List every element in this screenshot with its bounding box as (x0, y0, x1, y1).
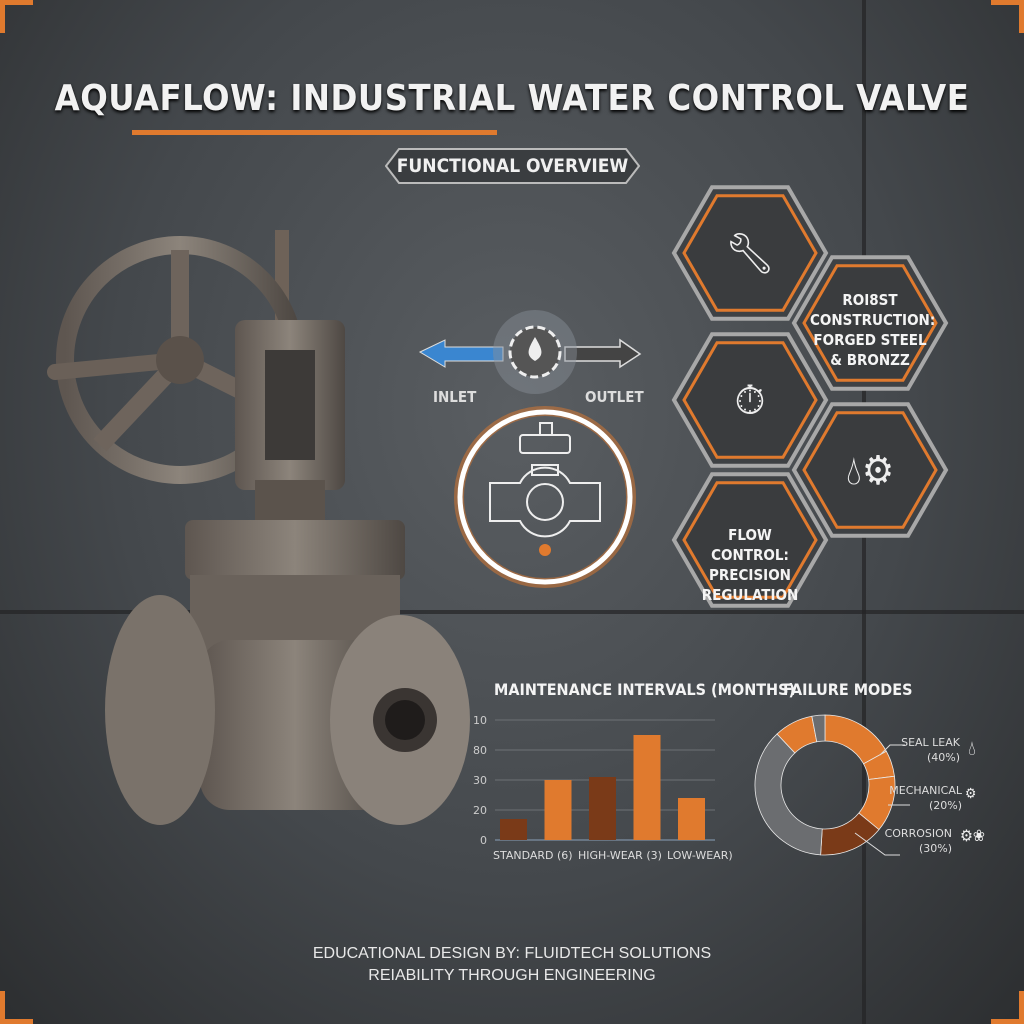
corner-bracket (0, 991, 33, 1024)
bar (500, 819, 527, 840)
valve-outline-icon (454, 406, 636, 588)
bar (633, 735, 661, 840)
y-tick-label: 30 (473, 774, 487, 787)
y-tick-label: 10 (473, 714, 487, 727)
donut-chart-title: FAILURE MODES (783, 680, 913, 699)
valve-illustration (47, 230, 470, 825)
inlet-label: INLET (433, 388, 477, 406)
bar (589, 777, 616, 840)
hexagon-1: 🔧︎ (671, 185, 829, 321)
inlet-arrow-icon (418, 339, 504, 368)
hex-text-construction: ROI8ST CONSTRUCTION: FORGED STEEL & BRON… (810, 291, 936, 369)
seal-leak-label: SEAL LEAK (40%) (901, 736, 960, 764)
footer-credit: EDUCATIONAL DESIGN BY: FLUIDTECH SOLUTIO… (312, 945, 712, 962)
leader-line (854, 832, 900, 856)
steel-seam (0, 610, 1024, 614)
feature-hexagons: 🔧︎ ⏱︎ 💧︎⚙ (671, 185, 949, 608)
water-drop-icon: 💧︎ (968, 736, 976, 760)
outlet-label: OUTLET (585, 388, 644, 406)
category-label: HIGH-WEAR (3) (578, 849, 662, 862)
subtitle-text: FUNCTIONAL OVERVIEW (396, 155, 629, 177)
corrosion-icon: ⚙❀ (960, 826, 985, 845)
y-tick-label: 20 (473, 804, 487, 817)
subtitle-banner: FUNCTIONAL OVERVIEW (385, 148, 640, 184)
hexagon-5 (671, 472, 829, 608)
pressure-gauge-icon: ⏱︎ (734, 378, 765, 424)
hexagon-4: 💧︎⚙ (791, 402, 949, 538)
bar-chart: 0 20 30 80 10 (473, 714, 715, 847)
corner-bracket (0, 0, 33, 33)
hex-text-flow-control: FLOW CONTROL: PRECISION REGULATION (701, 526, 799, 604)
water-drop-gears-icon: 💧︎⚙ (846, 448, 894, 494)
mechanical-label: MECHANICAL (20%) (889, 784, 962, 812)
bar-chart-title: MAINTENANCE INTERVALS (MONTHS) (494, 680, 796, 699)
corrosion-label: CORROSION (30%) (884, 827, 952, 855)
donut-slice (754, 733, 823, 856)
corner-bracket (991, 0, 1024, 33)
donut-chart (754, 714, 910, 856)
wrench-icon: 🔧︎ (725, 231, 776, 277)
leader-line (879, 744, 905, 756)
title-underline (132, 130, 497, 135)
hexagon-2 (791, 255, 949, 391)
category-label: STANDARD (6) (493, 849, 573, 862)
donut-slice (811, 714, 826, 743)
category-label: LOW-WEAR) (667, 849, 733, 862)
y-tick-label: 0 (480, 834, 487, 847)
page-title: AQUAFLOW: INDUSTRIAL WATER CONTROL VALVE (54, 78, 970, 119)
footer-tagline: REIABILITY THROUGH ENGINEERING (368, 967, 656, 984)
flow-diagram (418, 310, 642, 394)
bar (544, 780, 572, 840)
corner-bracket (991, 991, 1024, 1024)
mechanical-parts-icon: ⚙ (965, 786, 977, 802)
hexagon-3: ⏱︎ (671, 332, 829, 468)
banner-frame (385, 148, 640, 184)
y-tick-label: 80 (473, 744, 487, 757)
outlet-arrow-icon (564, 338, 642, 369)
bar (678, 798, 705, 840)
